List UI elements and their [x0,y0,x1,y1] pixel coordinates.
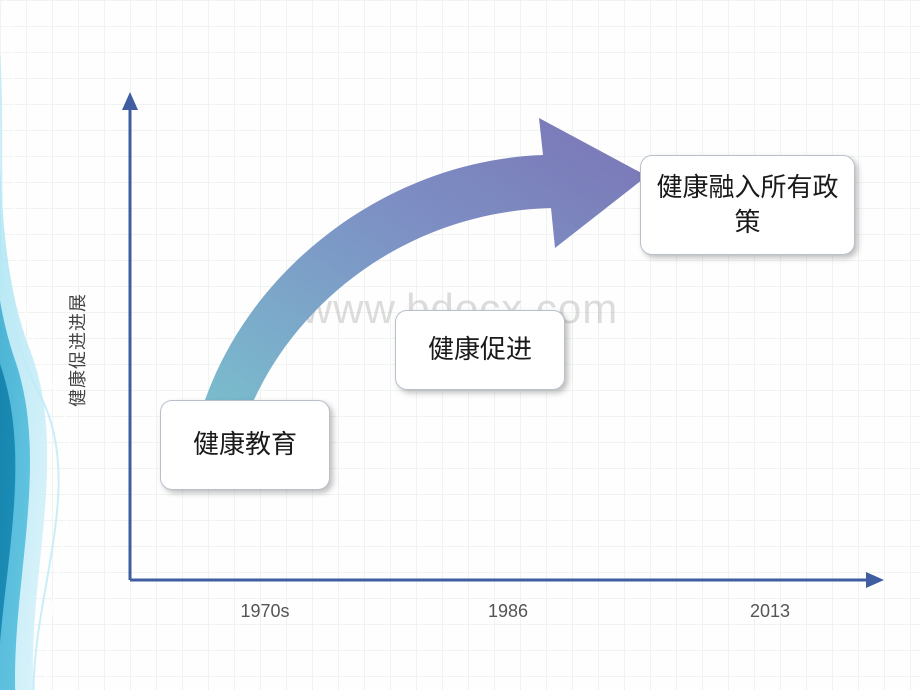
node-health-promotion: 健康促进 [395,310,565,390]
x-tick-1986: 1986 [488,601,528,622]
x-tick-1970s: 1970s [240,601,289,622]
y-axis-label: 健康促进进展 [64,293,90,407]
node-health-in-all-policies: 健康融入所有政策 [640,155,855,255]
node-label: 健康融入所有政策 [655,170,840,240]
node-health-education: 健康教育 [160,400,330,490]
node-label: 健康促进 [428,332,532,367]
x-tick-2013: 2013 [750,601,790,622]
slide-root: 健康促进进展 www.bdocx.com 健康教育 健康促进 健康融入所有政策 … [0,0,920,690]
node-label: 健康教育 [193,427,297,462]
